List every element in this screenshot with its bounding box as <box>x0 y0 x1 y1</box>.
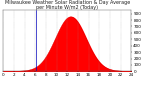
Title: Milwaukee Weather Solar Radiation & Day Average per Minute W/m2 (Today): Milwaukee Weather Solar Radiation & Day … <box>5 0 130 10</box>
